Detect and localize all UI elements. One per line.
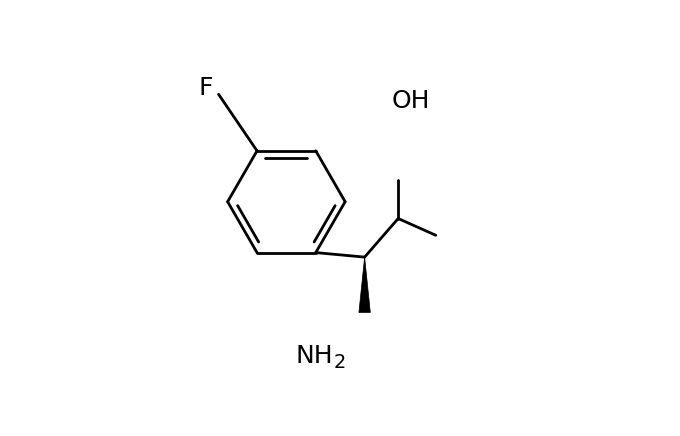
Text: OH: OH — [392, 89, 430, 113]
Polygon shape — [359, 257, 371, 313]
Text: F: F — [199, 75, 213, 99]
Text: 2: 2 — [334, 353, 346, 371]
Text: NH: NH — [296, 344, 333, 368]
